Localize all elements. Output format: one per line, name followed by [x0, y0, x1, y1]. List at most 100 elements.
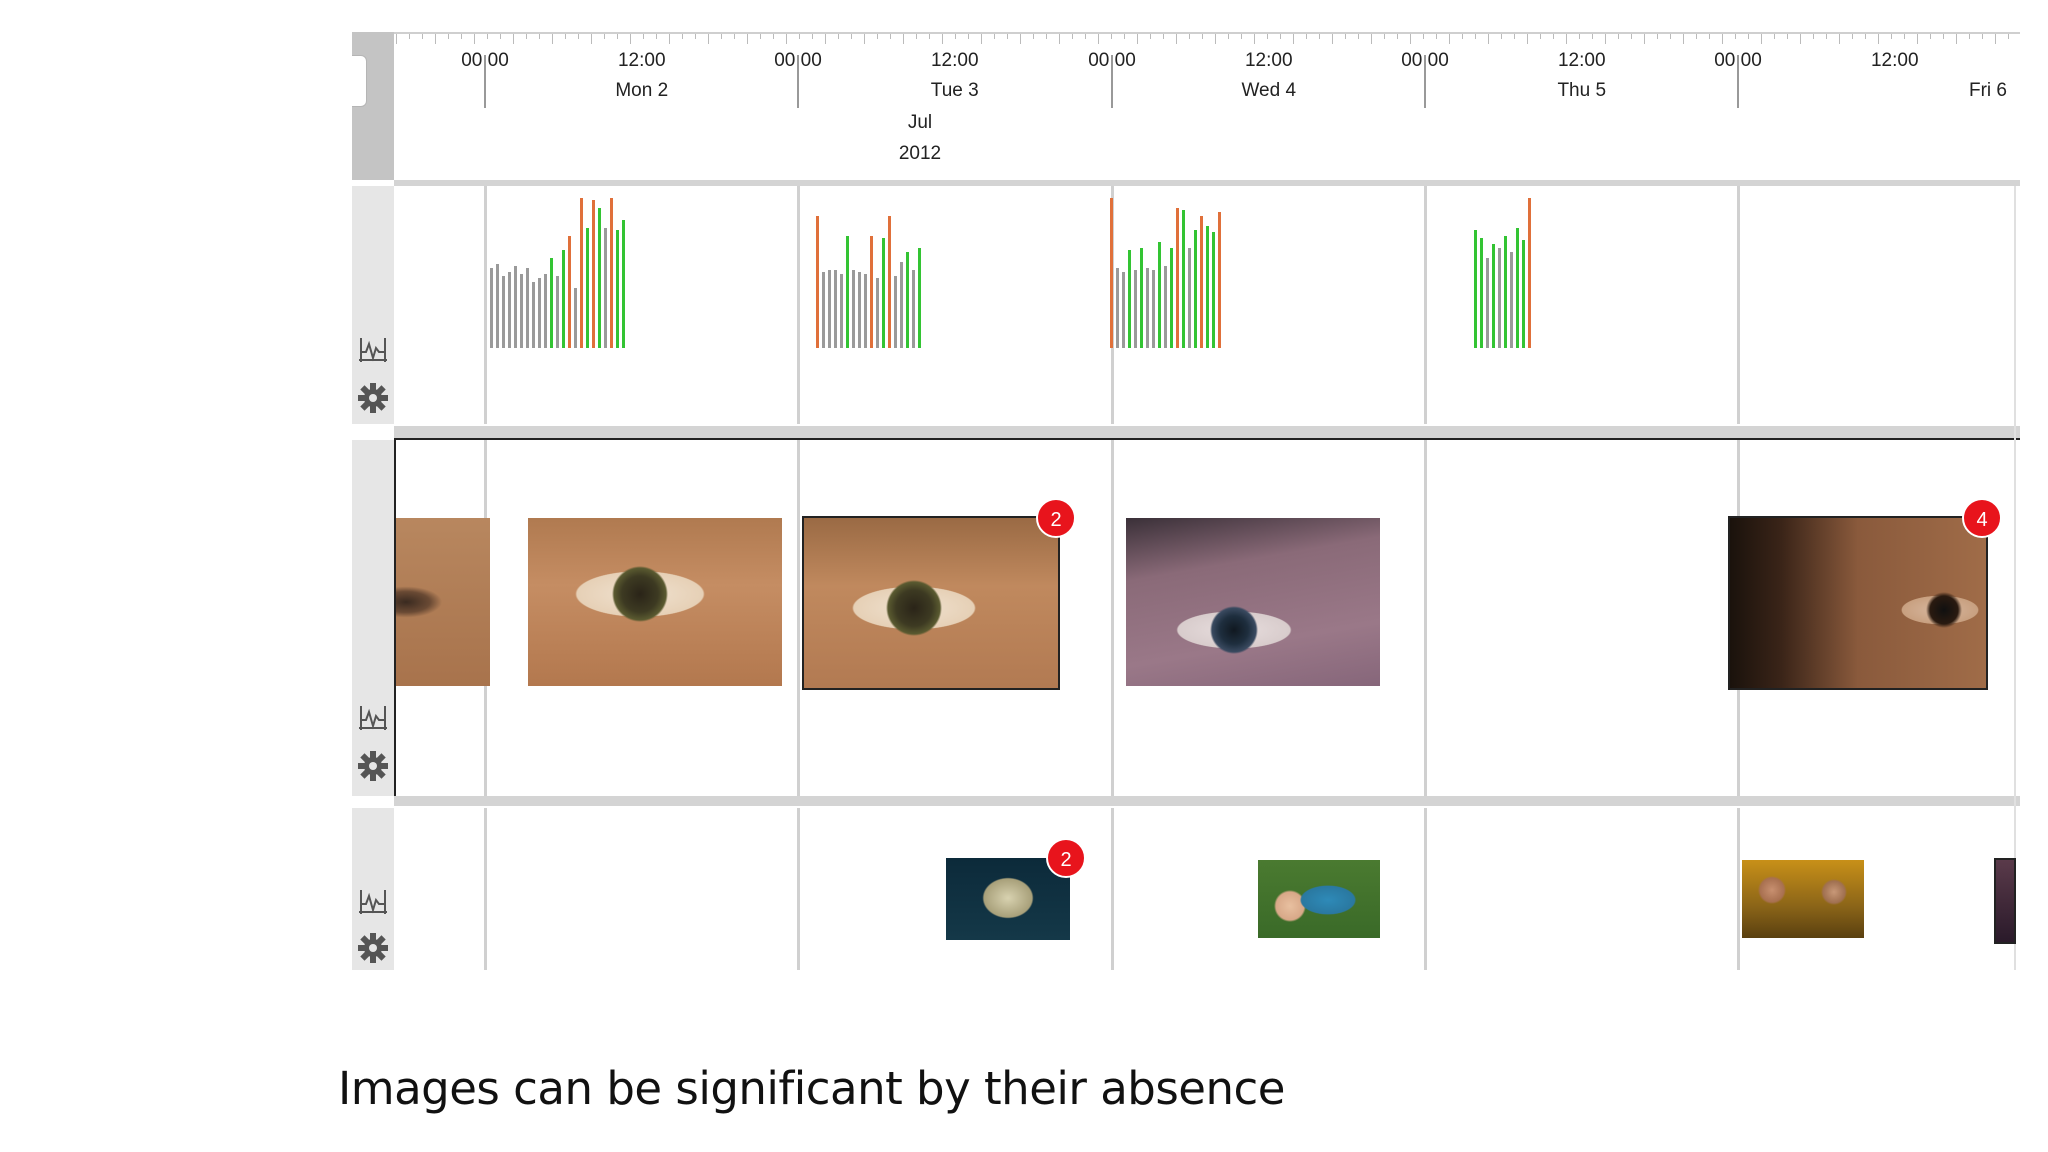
minor-tick: [864, 34, 865, 44]
activity-bar: [1194, 230, 1197, 348]
misc-photo-egg[interactable]: [946, 858, 1070, 940]
minor-tick: [708, 34, 709, 44]
minor-tick: [1410, 34, 1411, 44]
minor-tick: [604, 34, 605, 39]
minor-tick: [1189, 34, 1190, 39]
minor-tick: [799, 34, 800, 39]
activity-bar: [882, 238, 885, 348]
eye-photo-4[interactable]: [1126, 518, 1380, 686]
minor-tick: [1280, 34, 1281, 39]
activity-bar: [888, 216, 891, 348]
minor-tick: [981, 34, 982, 44]
activity-bar: [1206, 226, 1209, 348]
day-gridline: [1111, 56, 1113, 108]
activity-bar: [852, 270, 855, 348]
minor-tick: [565, 34, 566, 39]
day-label: Wed 4: [1241, 80, 1297, 101]
tick-label: 12:00: [1870, 50, 1919, 71]
eye-photo-1[interactable]: [396, 518, 490, 686]
minor-tick: [1605, 34, 1606, 44]
minor-tick: [1098, 34, 1099, 44]
gear-icon[interactable]: [357, 932, 389, 964]
activity-bar: [1170, 248, 1173, 348]
eye-photo-2[interactable]: [528, 518, 782, 686]
eye-photo-5-count-badge[interactable]: 4: [1962, 498, 2002, 538]
minor-tick: [643, 34, 644, 39]
minor-tick: [1306, 34, 1307, 39]
misc-photo-egg-count-badge[interactable]: 2: [1046, 838, 1086, 878]
minor-tick: [1800, 34, 1801, 44]
minor-tick: [1540, 34, 1541, 39]
gear-icon[interactable]: [357, 382, 389, 414]
activity-bar: [870, 236, 873, 348]
minor-tick: [968, 34, 969, 39]
minor-tick: [929, 34, 930, 39]
activity-bar: [864, 274, 867, 348]
eye-photo-5[interactable]: [1728, 516, 1988, 690]
tick-label: 12:00: [930, 50, 979, 71]
activity-bar: [580, 198, 583, 348]
activity-bar: [1486, 258, 1489, 348]
minor-tick: [1865, 34, 1866, 39]
minor-tick: [591, 34, 592, 44]
activity-bar: [1110, 198, 1113, 348]
activity-bar: [840, 274, 843, 348]
activity-bar: [1128, 250, 1131, 348]
waveform-scale-icon[interactable]: [357, 886, 389, 918]
minor-tick: [1579, 34, 1580, 39]
minor-tick: [1020, 34, 1021, 44]
eye-photo-3[interactable]: [802, 516, 1060, 690]
minor-tick: [1969, 34, 1970, 39]
minor-tick: [1501, 34, 1502, 39]
activity-bar: [822, 272, 825, 348]
collapse-tab[interactable]: [352, 55, 367, 107]
activity-bar: [532, 282, 535, 348]
minor-tick: [1813, 34, 1814, 39]
minor-tick: [669, 34, 670, 44]
day-label: Thu 5: [1557, 80, 1607, 101]
activity-bar: [1480, 238, 1483, 348]
day-label: Fri 6: [1969, 80, 2007, 101]
day-gridline: [1424, 56, 1426, 108]
minor-tick: [1891, 34, 1892, 39]
selected-track-border-left: [394, 440, 396, 796]
misc-photo-edge[interactable]: [1994, 858, 2016, 944]
day-label: Tue 3: [930, 80, 979, 101]
activity-bar: [1182, 210, 1185, 348]
activity-bar: [538, 278, 541, 348]
misc-photo-child[interactable]: [1258, 860, 1380, 938]
activity-bar: [1188, 248, 1191, 348]
minor-tick: [1319, 34, 1320, 39]
waveform-scale-icon[interactable]: [357, 334, 389, 366]
minor-tick: [1553, 34, 1554, 39]
eye-photo-3-count-badge[interactable]: 2: [1036, 498, 1076, 538]
day-gridline: [1424, 808, 1427, 970]
activity-bar: [1134, 270, 1137, 348]
minor-tick: [1735, 34, 1736, 39]
waveform-scale-icon[interactable]: [357, 702, 389, 734]
activity-bar: [610, 198, 613, 348]
minor-tick: [1631, 34, 1632, 39]
minor-tick: [903, 34, 904, 44]
minor-tick: [1241, 34, 1242, 39]
activity-bar: [568, 236, 571, 348]
day-gridline: [1737, 808, 1740, 970]
day-gridline: [797, 56, 799, 108]
day-gridline: [1111, 808, 1114, 970]
minor-tick: [1930, 34, 1931, 39]
minor-tick: [1007, 34, 1008, 39]
minor-tick: [890, 34, 891, 39]
minor-tick: [773, 34, 774, 39]
minor-tick: [916, 34, 917, 39]
minor-tick: [409, 34, 410, 39]
gear-icon[interactable]: [357, 750, 389, 782]
minor-tick: [1358, 34, 1359, 39]
misc-photo-people[interactable]: [1742, 860, 1864, 938]
minor-tick: [1124, 34, 1125, 39]
minor-tick: [2008, 34, 2009, 39]
minor-tick: [1878, 34, 1879, 44]
minor-tick: [1397, 34, 1398, 39]
right-edge: [2014, 186, 2016, 970]
activity-bar: [828, 270, 831, 348]
day-gridline: [797, 186, 800, 424]
